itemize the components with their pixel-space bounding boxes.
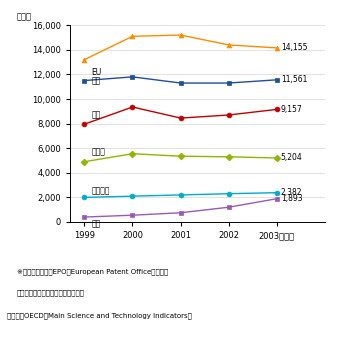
Text: ドイツ: ドイツ — [91, 148, 105, 157]
Text: EU: EU — [91, 68, 102, 77]
Text: 日本: 日本 — [91, 110, 101, 119]
Text: 1,893: 1,893 — [281, 194, 302, 203]
Text: 11,561: 11,561 — [281, 75, 307, 84]
Text: 5,204: 5,204 — [281, 153, 303, 163]
Text: 米国: 米国 — [91, 76, 101, 85]
Text: フランス: フランス — [91, 186, 110, 195]
Text: 14,155: 14,155 — [281, 44, 307, 52]
Text: ※　欧州特許庁（EPO：European Patent Office）への出: ※ 欧州特許庁（EPO：European Patent Office）への出 — [17, 269, 168, 275]
Y-axis label: （件）: （件） — [17, 12, 32, 21]
Text: 9,157: 9,157 — [281, 105, 303, 114]
Text: （出典）OECD「Main Science and Technology Indicators」: （出典）OECD「Main Science and Technology Ind… — [7, 313, 192, 319]
Text: 2,382: 2,382 — [281, 188, 302, 197]
Text: 韓国: 韓国 — [91, 219, 101, 228]
Text: 願件数を優先権主張年別に集計: 願件数を優先権主張年別に集計 — [17, 289, 85, 295]
